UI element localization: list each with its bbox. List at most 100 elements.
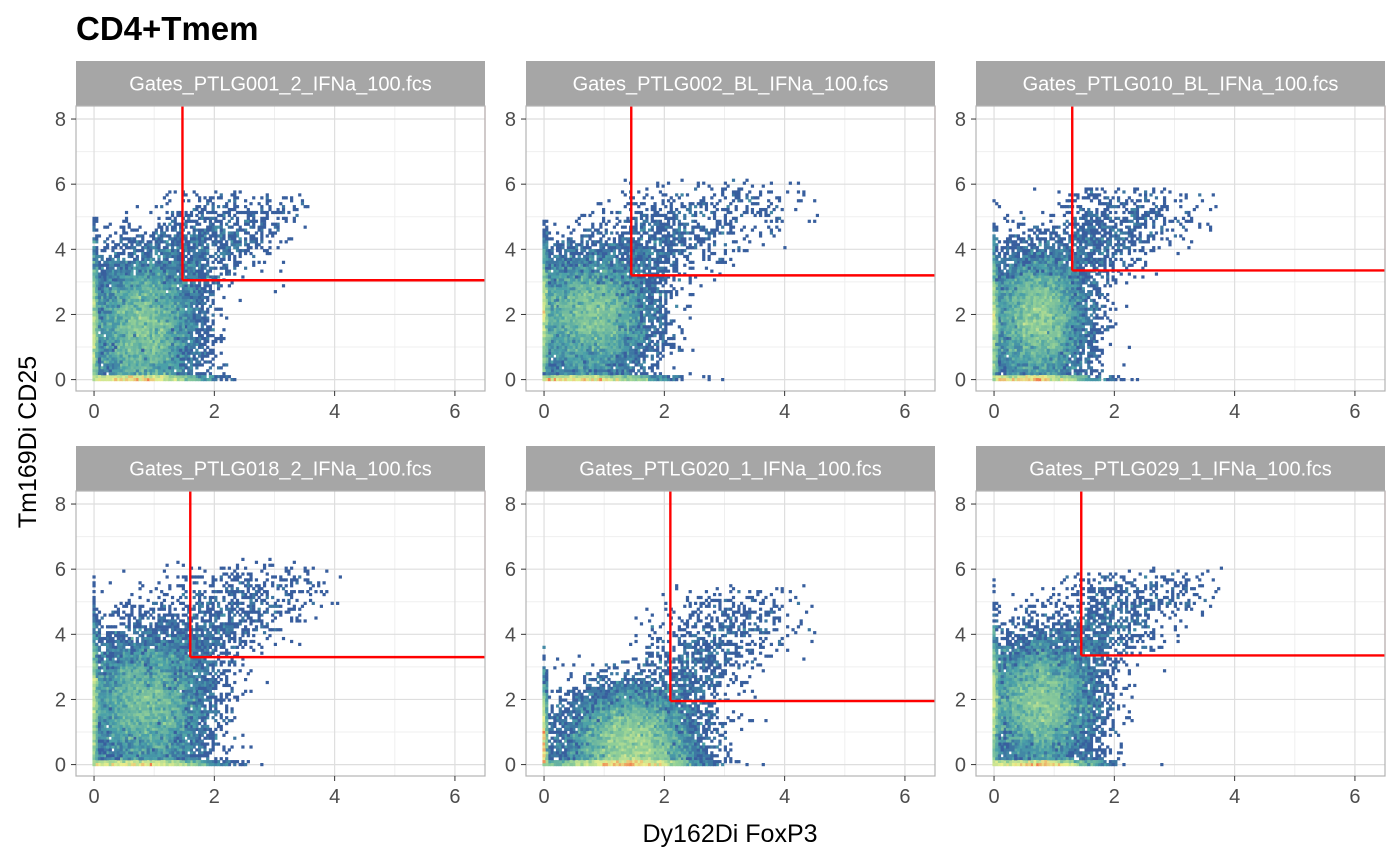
hexbin-cell <box>189 372 194 376</box>
hexbin-cell <box>588 369 592 373</box>
hexbin-cell <box>143 269 148 273</box>
hexbin-cell <box>151 304 156 308</box>
hexbin-cell <box>179 278 183 282</box>
hexbin-cell <box>179 351 183 355</box>
hexbin-cell <box>157 284 161 288</box>
hexbin-cell <box>601 372 606 376</box>
hexbin-cell <box>591 307 595 311</box>
hexbin-cell <box>222 363 226 367</box>
hexbin-cell <box>553 357 557 361</box>
hexbin-cell <box>561 313 565 317</box>
hexbin-cell <box>187 243 191 247</box>
hexbin-cell <box>545 307 549 311</box>
hexbin-cell <box>718 199 722 203</box>
hexbin-cell <box>634 251 638 256</box>
hexbin-cell <box>639 290 644 294</box>
hexbin-cell <box>160 307 164 311</box>
hexbin-cell <box>130 275 134 279</box>
hexbin-cell <box>92 263 96 267</box>
hexbin-cell <box>195 351 199 355</box>
hexbin-cell <box>135 363 139 367</box>
hexbin-cell <box>610 316 614 320</box>
hexbin-cell <box>165 210 169 215</box>
hexbin-cell <box>558 269 562 273</box>
hexbin-cell <box>572 339 576 344</box>
hexbin-cell <box>138 375 142 379</box>
hexbin-cell <box>585 342 589 347</box>
hexbin-cell <box>637 284 641 288</box>
hexbin-cell <box>566 360 571 364</box>
hexbin-cell <box>588 263 592 267</box>
hexbin-cell <box>165 193 169 197</box>
hexbin-cell <box>561 275 565 279</box>
hexbin-cell <box>645 375 649 379</box>
hexbin-cell <box>572 351 576 355</box>
hexbin-cell <box>574 360 579 364</box>
hexbin-cell <box>639 269 644 273</box>
hexbin-cell <box>127 290 131 294</box>
hexbin-cell <box>208 366 213 370</box>
hexbin-cell <box>114 290 118 294</box>
hexbin-cell <box>599 310 603 314</box>
hexbin-cell <box>92 228 96 232</box>
hexbin-cell <box>198 307 202 311</box>
hexbin-cell <box>151 363 156 367</box>
hexbin-cell <box>599 257 603 262</box>
hexbin-cell <box>574 304 579 308</box>
hexbin-cell <box>599 339 603 344</box>
hexbin-cell <box>639 284 644 288</box>
hexbin-cell <box>149 369 153 373</box>
hexbin-cell <box>162 319 167 323</box>
hexbin-cell <box>138 287 142 291</box>
hexbin-cell <box>615 304 619 308</box>
hexbin-cell <box>187 322 191 326</box>
hexbin-cell <box>168 298 172 303</box>
hexbin-cell <box>610 284 614 288</box>
hexbin-cell <box>103 260 107 264</box>
hexbin-cell <box>607 292 611 297</box>
hexbin-cell <box>583 378 587 382</box>
hexbin-cell <box>176 304 180 308</box>
hexbin-cell <box>211 334 215 338</box>
hexbin-cell <box>555 354 560 358</box>
hexbin-cell <box>173 345 177 349</box>
hexbin-cell <box>583 351 587 355</box>
hexbin-cell <box>561 322 565 326</box>
hexbin-cell <box>669 243 673 247</box>
hexbin-cell <box>95 257 99 262</box>
hexbin-cell <box>580 298 584 303</box>
hexbin-cell <box>620 284 625 288</box>
hexbin-cell <box>162 196 167 200</box>
hexbin-cell <box>130 322 134 326</box>
hexbin-cell <box>211 266 215 270</box>
hexbin-cell <box>564 348 568 352</box>
hexbin-cell <box>550 328 554 332</box>
hexbin-cell <box>593 339 598 344</box>
hexbin-cell <box>170 272 175 276</box>
hexbin-cell <box>176 372 180 376</box>
hexbin-cell <box>233 193 237 197</box>
hexbin-cell <box>626 325 630 329</box>
hexbin-cell <box>623 269 627 273</box>
hexbin-cell <box>233 240 237 244</box>
hexbin-cell <box>610 304 614 308</box>
hexbin-cell <box>95 348 99 352</box>
hexbin-cell <box>170 331 175 335</box>
hexbin-cell <box>639 295 644 300</box>
hexbin-cell <box>130 369 134 373</box>
hexbin-cell <box>583 313 587 317</box>
hexbin-cell <box>114 254 118 259</box>
hexbin-cell <box>688 281 692 285</box>
hexbin-cell <box>111 348 115 352</box>
hexbin-cell <box>634 375 638 379</box>
hexbin-cell <box>710 231 714 235</box>
hexbin-cell <box>265 199 269 203</box>
hexbin-cell <box>116 319 121 323</box>
hexbin-cell <box>108 325 112 329</box>
hexbin-cell <box>119 263 123 267</box>
hexbin-cell <box>179 231 183 235</box>
hexbin-cell <box>688 231 692 235</box>
hexbin-cell <box>244 266 248 270</box>
hexbin-cell <box>138 249 142 253</box>
hexbin-cell <box>645 325 649 329</box>
